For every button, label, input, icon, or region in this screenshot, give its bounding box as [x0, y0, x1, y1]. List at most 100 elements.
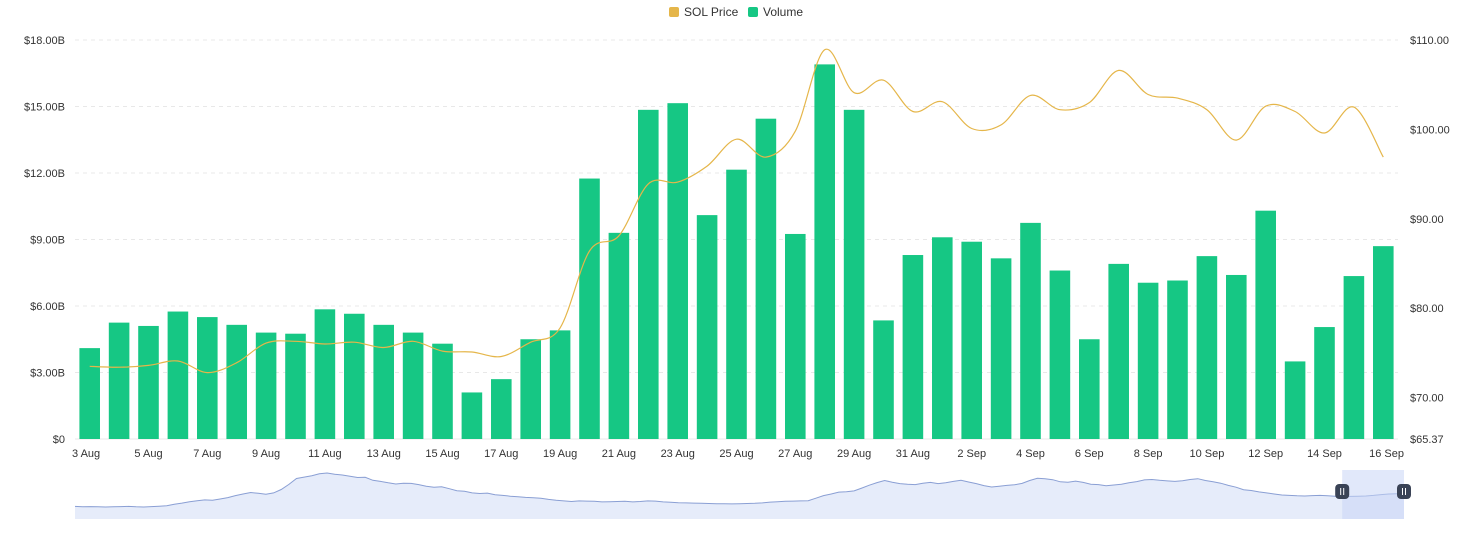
volume-bar[interactable] — [1020, 222, 1041, 439]
x-tick-label: 12 Sep — [1248, 448, 1283, 460]
volume-bar[interactable] — [1226, 274, 1247, 439]
legend-label-volume: Volume — [763, 5, 803, 19]
volume-bar[interactable] — [1343, 276, 1365, 439]
volume-bar[interactable] — [402, 332, 424, 439]
legend-item-price[interactable]: SOL Price — [669, 5, 739, 19]
x-tick-label: 11 Aug — [308, 448, 341, 460]
volume-bars — [79, 64, 1394, 440]
y-right-tick-label: $110.00 — [1410, 35, 1449, 47]
navigator-line — [74, 472, 1405, 508]
y-left-tick-label: $18.00B — [24, 35, 65, 47]
volume-bar[interactable] — [461, 392, 483, 439]
volume-bar[interactable] — [79, 348, 100, 439]
price-line — [89, 48, 1384, 374]
y-axis-left: $0 $3.00B $6.00B $9.00B $12.00B $15.00B $18.00… — [24, 35, 65, 446]
volume-bar[interactable] — [1108, 263, 1129, 439]
legend[interactable]: SOL Price Volume — [669, 5, 803, 19]
volume-bar[interactable] — [1314, 327, 1335, 439]
volume-bar[interactable] — [932, 237, 953, 439]
volume-bar[interactable] — [432, 343, 453, 439]
navigator-handle[interactable] — [1397, 484, 1411, 499]
volume-bar[interactable] — [167, 311, 189, 439]
x-tick-label: 2 Sep — [957, 448, 986, 460]
volume-bar[interactable] — [1049, 270, 1071, 439]
x-tick-label: 6 Sep — [1075, 448, 1104, 460]
volume-bar[interactable] — [726, 169, 747, 440]
x-tick-label: 9 Aug — [252, 448, 280, 460]
volume-bar[interactable] — [990, 258, 1012, 439]
volume-bar[interactable] — [843, 109, 865, 439]
volume-bar[interactable] — [667, 103, 688, 440]
y-right-tick-label: $100.00 — [1410, 124, 1450, 136]
volume-bar[interactable] — [961, 241, 982, 439]
volume-bar[interactable] — [1373, 246, 1394, 439]
volume-bar[interactable] — [638, 109, 659, 439]
volume-bar[interactable] — [226, 324, 247, 439]
x-tick-label: 31 Aug — [896, 448, 930, 460]
y-right-tick-label: $90.00 — [1410, 214, 1444, 226]
x-tick-label: 25 Aug — [719, 448, 753, 460]
range-navigator[interactable] — [74, 470, 1411, 519]
y-left-tick-label: $12.00B — [24, 168, 65, 180]
volume-bar[interactable] — [285, 333, 306, 439]
x-tick-label: 19 Aug — [543, 448, 577, 460]
volume-bar[interactable] — [344, 313, 365, 439]
x-tick-label: 21 Aug — [602, 448, 636, 460]
legend-label-price: SOL Price — [684, 5, 739, 19]
volume-bar[interactable] — [755, 118, 777, 440]
navigator-selection[interactable] — [1342, 470, 1404, 519]
x-tick-label: 27 Aug — [778, 448, 812, 460]
y-right-tick-label: $70.00 — [1410, 393, 1444, 405]
x-tick-label: 8 Sep — [1134, 448, 1163, 460]
x-tick-label: 10 Sep — [1189, 448, 1224, 460]
y-left-tick-label: $3.00B — [30, 368, 65, 380]
volume-bar[interactable] — [1079, 339, 1100, 439]
x-tick-label: 4 Sep — [1016, 448, 1045, 460]
x-axis: 3 Aug 5 Aug 7 Aug 9 Aug 11 Aug 13 Aug 15 Aug 17… — [72, 448, 1404, 460]
volume-bar[interactable] — [138, 325, 159, 439]
volume-bar[interactable] — [1284, 361, 1306, 439]
volume-bar[interactable] — [608, 232, 630, 439]
navigator-area — [75, 473, 1404, 519]
volume-bar[interactable] — [373, 324, 394, 439]
volume-bar[interactable] — [549, 330, 571, 439]
x-tick-label: 16 Sep — [1369, 448, 1404, 460]
y-left-tick-label: $6.00B — [30, 301, 65, 313]
volume-bar[interactable] — [814, 64, 835, 439]
volume-bar[interactable] — [902, 255, 924, 439]
legend-swatch-price — [669, 7, 679, 17]
volume-bar[interactable] — [197, 317, 218, 439]
y-axis-right: $65.37 $70.00 $80.00 $90.00 $100.00 $110.00 — [1410, 35, 1450, 446]
volume-bar[interactable] — [1196, 256, 1218, 439]
volume-bar[interactable] — [314, 309, 336, 439]
legend-item-volume[interactable]: Volume — [748, 5, 803, 19]
volume-bar[interactable] — [520, 339, 541, 439]
volume-bar[interactable] — [1137, 282, 1159, 439]
y-left-tick-label: $0 — [53, 434, 65, 446]
y-left-tick-label: $9.00B — [30, 235, 65, 247]
legend-swatch-volume — [748, 7, 758, 17]
y-right-tick-label: $80.00 — [1410, 303, 1444, 315]
volume-bar[interactable] — [1255, 210, 1276, 439]
volume-bar[interactable] — [785, 233, 806, 439]
x-tick-label: 15 Aug — [425, 448, 459, 460]
volume-bar[interactable] — [108, 322, 130, 439]
volume-bar[interactable] — [255, 332, 277, 439]
volume-bar[interactable] — [491, 379, 512, 439]
volume-bar[interactable] — [696, 215, 718, 439]
price-line-series — [89, 48, 1384, 374]
x-tick-label: 23 Aug — [661, 448, 695, 460]
volume-bar[interactable] — [579, 178, 600, 439]
x-tick-label: 17 Aug — [484, 448, 518, 460]
x-tick-label: 13 Aug — [367, 448, 401, 460]
x-tick-label: 5 Aug — [134, 448, 162, 460]
y-left-tick-label: $15.00B — [24, 102, 65, 114]
x-tick-label: 7 Aug — [193, 448, 221, 460]
volume-bar[interactable] — [873, 320, 894, 439]
volume-bar[interactable] — [1167, 280, 1188, 439]
x-tick-label: 14 Sep — [1307, 448, 1342, 460]
x-tick-label: 29 Aug — [837, 448, 871, 460]
navigator-handle[interactable] — [1335, 484, 1350, 499]
x-tick-label: 3 Aug — [72, 448, 100, 460]
